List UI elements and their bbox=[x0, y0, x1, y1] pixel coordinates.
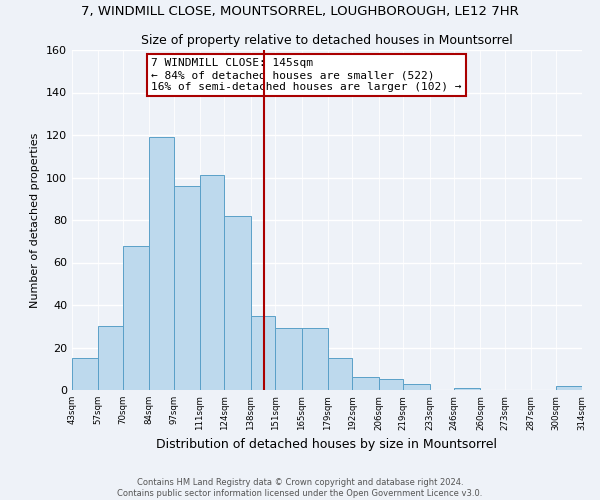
Y-axis label: Number of detached properties: Number of detached properties bbox=[31, 132, 40, 308]
Text: 7, WINDMILL CLOSE, MOUNTSORREL, LOUGHBOROUGH, LE12 7HR: 7, WINDMILL CLOSE, MOUNTSORREL, LOUGHBOR… bbox=[81, 5, 519, 18]
Bar bbox=[403, 384, 430, 390]
Bar bbox=[173, 186, 200, 390]
Text: Contains HM Land Registry data © Crown copyright and database right 2024.
Contai: Contains HM Land Registry data © Crown c… bbox=[118, 478, 482, 498]
Title: Size of property relative to detached houses in Mountsorrel: Size of property relative to detached ho… bbox=[141, 34, 513, 48]
Bar bbox=[302, 328, 328, 390]
Bar bbox=[200, 176, 224, 390]
Bar bbox=[328, 358, 352, 390]
Bar bbox=[556, 386, 582, 390]
Bar bbox=[149, 137, 173, 390]
Bar bbox=[379, 380, 403, 390]
Bar bbox=[98, 326, 123, 390]
X-axis label: Distribution of detached houses by size in Mountsorrel: Distribution of detached houses by size … bbox=[157, 438, 497, 451]
Bar bbox=[251, 316, 275, 390]
Bar bbox=[224, 216, 251, 390]
Bar bbox=[72, 358, 98, 390]
Bar bbox=[454, 388, 481, 390]
Bar bbox=[123, 246, 149, 390]
Bar bbox=[352, 378, 379, 390]
Text: 7 WINDMILL CLOSE: 145sqm
← 84% of detached houses are smaller (522)
16% of semi-: 7 WINDMILL CLOSE: 145sqm ← 84% of detach… bbox=[151, 58, 461, 92]
Bar bbox=[275, 328, 302, 390]
